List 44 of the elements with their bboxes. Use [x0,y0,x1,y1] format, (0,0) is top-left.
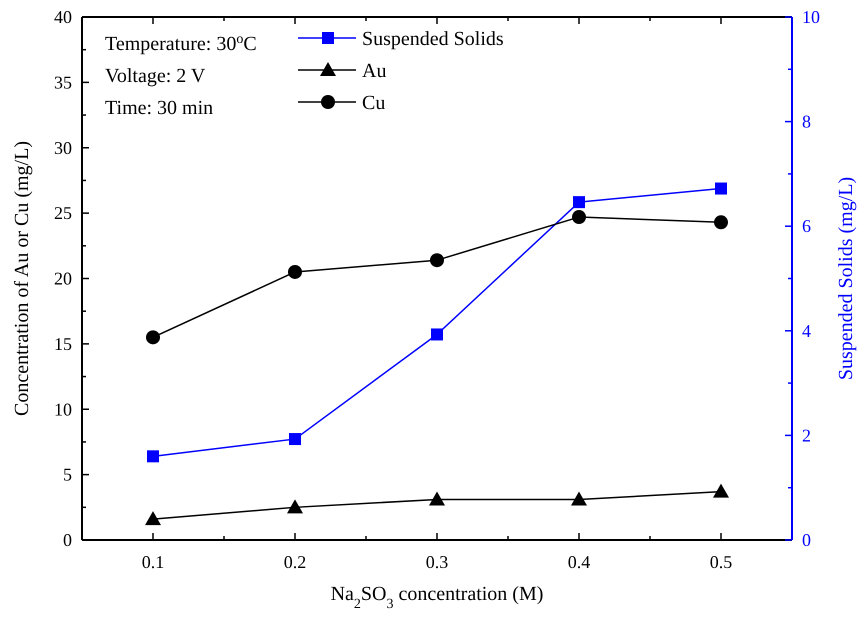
point [429,491,445,506]
y2-tick-label: 0 [802,530,811,550]
y-tick-label: 15 [54,334,72,354]
y2-tick-label: 8 [802,112,811,132]
point [147,450,159,462]
y-tick-label: 5 [63,464,72,485]
y-tick-label: 10 [54,399,72,420]
annotation: Temperature: 30$^{o}$C [105,32,257,55]
point [571,491,587,506]
point [288,264,302,279]
x-tick-label: 0.2 [284,552,306,572]
x-tick-label: 0.3 [426,552,448,572]
x-tick-label: 0.4 [568,552,590,572]
y-tick-label: 0 [63,530,72,550]
annotation: Time: 30 min [105,97,214,119]
point [715,182,727,195]
legend-label: Cu [362,92,386,114]
y-tick-label: 20 [54,268,72,288]
legend-label: Suspended Solids [362,28,504,50]
x-tick-label: 0.5 [710,552,732,572]
point [430,253,444,268]
y-axis-title: Concentration of Au or Cu (mg/L) [11,141,33,416]
y2-tick-label: 4 [802,320,811,341]
point [145,511,161,526]
point [713,484,729,498]
y2-axis-title: Suspended Solids (mg/L) [835,176,857,380]
y-tick-label: 35 [54,72,72,92]
y2-tick-label: 10 [802,7,820,27]
y2-tick-label: 6 [802,216,811,236]
point [572,210,586,224]
x-axis-title: Na$_{2}$SO$_{3}$ concentration (M) [330,583,544,612]
x-tick-label: 0.1 [142,552,164,572]
point [431,328,443,340]
y-tick-label: 40 [54,7,72,27]
point [714,215,728,230]
y-tick-label: 25 [54,203,72,224]
annotation: Voltage: 2 V [105,65,206,87]
legend-label: Au [362,60,386,82]
y2-tick-label: 2 [802,425,811,446]
point [287,499,303,514]
point [289,433,301,446]
point [573,196,585,208]
y-tick-label: 30 [54,138,72,158]
point [146,330,160,344]
